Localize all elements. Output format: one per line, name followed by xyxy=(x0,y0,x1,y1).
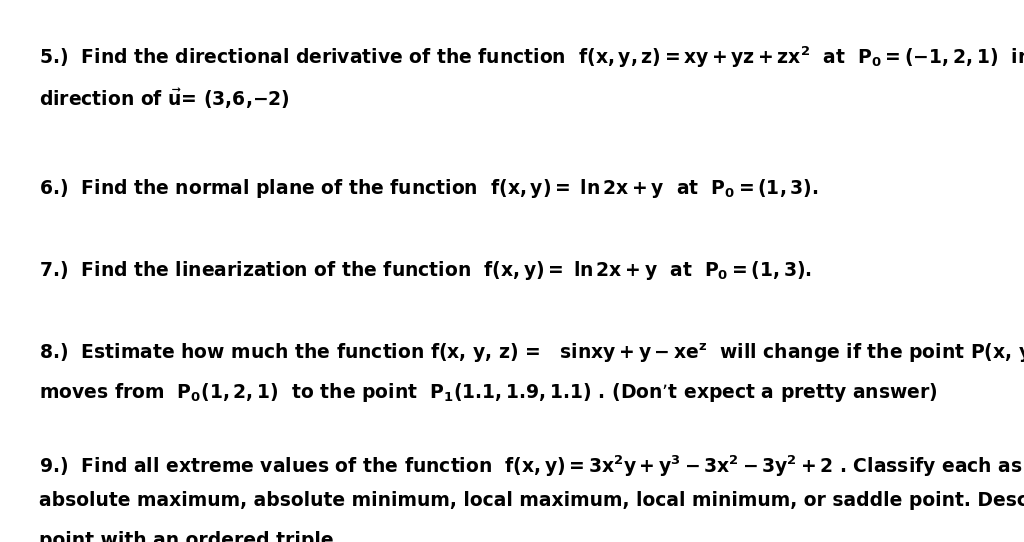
Text: 9.)  Find all extreme values of the function  $\mathbf{f(x, y) =  3x^2y + y^3 - : 9.) Find all extreme values of the funct… xyxy=(39,454,1024,479)
Text: direction of $\mathbf{\vec{u}}$= (3,6,−2): direction of $\mathbf{\vec{u}}$= (3,6,−2… xyxy=(39,87,290,111)
Text: 5.)  Find the directional derivative of the function  $\mathbf{f(x, y, z) =  xy : 5.) Find the directional derivative of t… xyxy=(39,45,1024,70)
Text: 6.)  Find the normal plane of the function  $\mathbf{f(x, y) =  \ ln\,2x + y}$  : 6.) Find the normal plane of the functio… xyxy=(39,177,818,200)
Text: point with an ordered triple.: point with an ordered triple. xyxy=(39,531,341,542)
Text: 8.)  Estimate how much the function f(x, y, z) =   sin$\mathbf{xy + y - xe^z}$  : 8.) Estimate how much the function f(x, … xyxy=(39,341,1024,365)
Text: absolute maximum, absolute minimum, local maximum, local minimum, or saddle poin: absolute maximum, absolute minimum, loca… xyxy=(39,491,1024,510)
Text: moves from  $\mathbf{P_0(1,2,1)}$  to the point  $\mathbf{P_1(1.1,1.9,1.1)}$ . (: moves from $\mathbf{P_0(1,2,1)}$ to the … xyxy=(39,382,938,404)
Text: 7.)  Find the linearization of the function  $\mathbf{f(x, y) =  \ ln\,2x + y}$ : 7.) Find the linearization of the functi… xyxy=(39,259,812,282)
